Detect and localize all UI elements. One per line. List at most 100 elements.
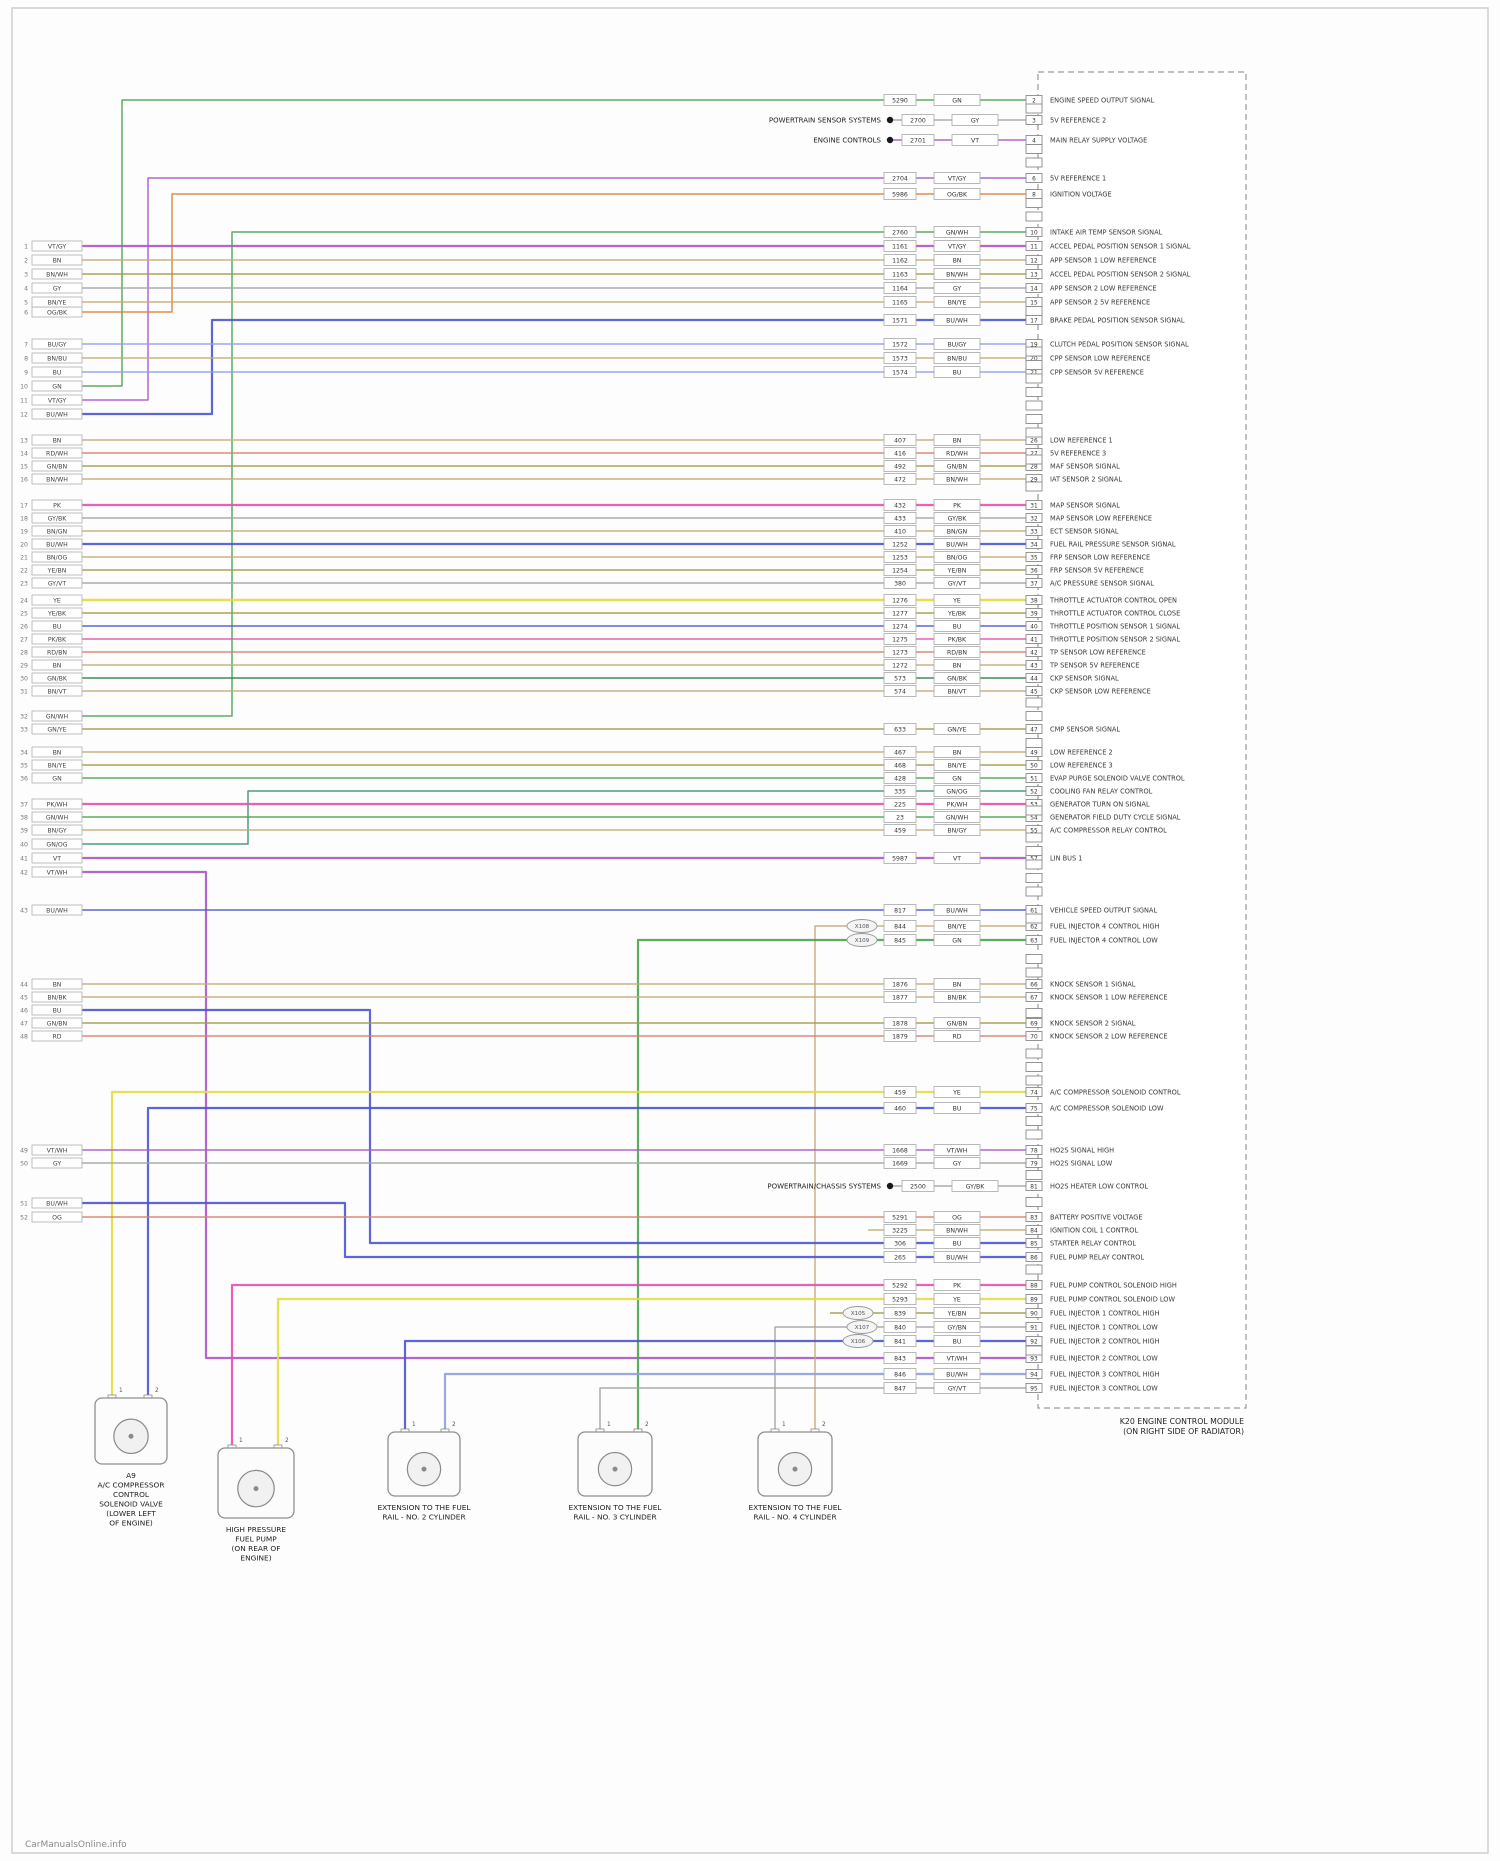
wire [230, 1283, 1030, 1448]
left-stub-box [31, 866, 83, 878]
ecm-pin-function: TP SENSOR LOW REFERENCE [1049, 648, 1146, 656]
ecm-pin-function: APP SENSOR 2 5V REFERENCE [1050, 298, 1150, 306]
ecm-pin [1025, 198, 1043, 208]
wire [110, 1090, 1030, 1398]
wire-color-code-box [933, 1321, 981, 1333]
left-stub-box [31, 268, 83, 280]
circuit-number-box [883, 991, 917, 1003]
left-stub-code: GN [52, 776, 62, 783]
left-pin-number: 1 [24, 244, 28, 251]
wire-color-code: BU/GY [947, 341, 966, 348]
wire-color-code: BN [953, 981, 962, 988]
left-pin-number: 49 [20, 1148, 28, 1155]
circuit-number-box [883, 685, 917, 697]
ecm-pin-number: 81 [1030, 1184, 1038, 1190]
left-pin-number: 35 [20, 763, 28, 770]
ecm-pin-function: MAP SENSOR LOW REFERENCE [1050, 514, 1152, 522]
wire-color-code-box [933, 551, 981, 563]
ecm-pin-number: 83 [1030, 1215, 1038, 1221]
wire-color-code: BU [953, 623, 962, 630]
ecm-pin-function: FUEL INJECTOR 1 CONTROL HIGH [1050, 1309, 1160, 1317]
wire-color-code: GN/BK [947, 675, 968, 682]
circuit-number-box [883, 1224, 917, 1236]
ecm-pin [1025, 1145, 1043, 1155]
left-stub-box [31, 296, 83, 308]
left-stub-code: BN/VT [48, 689, 67, 696]
ecm-pin-number: 29 [1030, 477, 1038, 483]
circuit-number-box [883, 538, 917, 550]
circuit-number-box [901, 1180, 935, 1192]
circuit-number: 1669 [892, 1160, 908, 1167]
wire-color-code-box [933, 1352, 981, 1364]
circuit-number-box [883, 1307, 917, 1319]
wire-color-code-box [933, 594, 981, 606]
component-label: OF ENGINE) [109, 1519, 153, 1528]
ecm-pin-number: 36 [1030, 568, 1038, 574]
ecm-pin [1025, 1252, 1043, 1262]
left-stub-box [31, 254, 83, 266]
circuit-number-box [883, 607, 917, 619]
left-pin-number: 40 [20, 842, 28, 849]
circuit-number-box [883, 1335, 917, 1347]
component-label: RAIL - NO. 3 CYLINDER [573, 1513, 656, 1522]
wire-color-code-box [933, 1251, 981, 1263]
left-pin-number: 27 [20, 637, 28, 644]
wire-color-code-box [933, 934, 981, 946]
wire-color-code-box [933, 564, 981, 576]
circuit-number: 1573 [892, 355, 908, 362]
wire [403, 1339, 1030, 1432]
component-pin-number: 2 [645, 1422, 649, 1428]
inline-connector-label: X106 [851, 1339, 866, 1345]
left-stub-code: GN/WH [46, 815, 69, 822]
ecm-pin-number: 14 [1030, 286, 1038, 292]
circuit-number: 2500 [910, 1183, 926, 1190]
ecm-pin-function: FRP SENSOR 5V REFERENCE [1050, 566, 1144, 574]
left-pin-number: 8 [24, 356, 28, 363]
ecm-pin [1025, 1031, 1043, 1041]
circuit-number: 407 [894, 437, 906, 444]
circuit-number-box [883, 1293, 917, 1305]
circuit-number-box [883, 1157, 917, 1169]
left-stub-box [31, 538, 83, 550]
left-stub-box [31, 978, 83, 990]
left-stub-box [31, 759, 83, 771]
circuit-number: 1879 [892, 1033, 908, 1040]
circuit-number-box [883, 1237, 917, 1249]
left-pin-number: 16 [20, 477, 28, 484]
wire-color-code: GY/VT [948, 1385, 967, 1392]
left-stub-code: GY/BK [48, 516, 68, 523]
wire-color-code: BN/GY [947, 827, 966, 834]
left-pin-number: 3 [24, 272, 28, 279]
wire-color-code-box [933, 1086, 981, 1098]
left-stub-box [31, 685, 83, 697]
ecm-pin-number: 32 [1030, 516, 1038, 522]
left-stub-box [31, 1030, 83, 1042]
ecm-pin [1025, 1129, 1043, 1140]
left-stub-code: RD/WH [46, 451, 68, 458]
left-stub-code: VT/GY [48, 244, 67, 251]
left-stub-box [31, 633, 83, 645]
ecm-pin-function: GENERATOR FIELD DUTY CYCLE SIGNAL [1050, 813, 1181, 821]
ecm-pin-function: TP SENSOR 5V REFERENCE [1049, 661, 1139, 669]
ecm-pin-number: 62 [1030, 924, 1038, 930]
ecm-pin [1025, 1062, 1043, 1072]
wire-color-code-box [933, 1335, 981, 1347]
wire-color-code: BN/WH [946, 271, 968, 278]
wire-color-code-box [933, 525, 981, 537]
circuit-number-box [883, 904, 917, 916]
component-pin-number: 1 [239, 1438, 243, 1444]
circuit-number: 1253 [892, 554, 908, 561]
circuit-number: 1273 [892, 649, 908, 656]
ecm-pin [1025, 578, 1043, 588]
wire-color-code-box [933, 607, 981, 619]
ecm-pin [1025, 373, 1043, 384]
inline-connector-label: X109 [855, 938, 870, 944]
circuit-number: 432 [894, 502, 906, 509]
circuit-number: 817 [894, 907, 906, 914]
wire-color-code: BU [953, 369, 962, 376]
circuit-number-box [883, 785, 917, 797]
circuit-number: 5987 [892, 855, 908, 862]
left-pin-number: 9 [24, 370, 28, 377]
wire-color-code: VT [971, 137, 979, 144]
left-stub-box [31, 798, 83, 810]
